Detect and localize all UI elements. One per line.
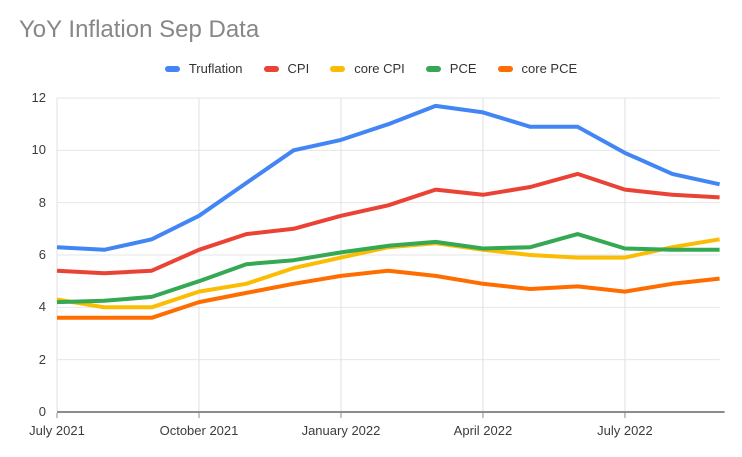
x-axis-label: April 2022 — [453, 423, 513, 438]
legend-label: core CPI — [354, 61, 405, 76]
y-axis-label: 8 — [38, 194, 46, 210]
series-line-core-PCE — [57, 268, 720, 320]
legend-item-CPI: CPI — [263, 61, 310, 76]
y-axis-label: 6 — [38, 247, 46, 262]
legend-label: Truflation — [188, 61, 243, 76]
legend-swatch-icon — [263, 65, 279, 72]
series-line-CPI — [56, 171, 720, 276]
legend-swatch-icon — [497, 65, 513, 72]
legend-swatch-icon — [425, 65, 441, 72]
y-axis-label: 10 — [31, 142, 46, 158]
legend: Truflation CPI core CPI PCE core PCE — [0, 61, 742, 76]
x-axis-label: January 2022 — [301, 423, 381, 438]
legend-label: PCE — [449, 61, 477, 76]
chart-title: YoY Inflation Sep Data — [19, 16, 260, 43]
y-axis-label: 12 — [31, 90, 46, 105]
legend-item-core-CPI: core CPI — [330, 61, 405, 76]
x-axis-label: July 2021 — [29, 423, 85, 438]
legend-item-Truflation: Truflation — [164, 61, 243, 76]
legend-label: CPI — [287, 61, 310, 76]
legend-swatch-icon — [164, 65, 180, 72]
y-axis-label: 4 — [38, 299, 46, 315]
series-line-Truflation — [56, 103, 721, 252]
y-axis-label: 0 — [38, 404, 46, 419]
x-axis-label: July 2022 — [597, 423, 653, 438]
legend-item-core-PCE: core PCE — [497, 61, 578, 76]
series-line-PCE — [56, 232, 720, 305]
legend-swatch-icon — [330, 65, 346, 72]
y-axis-label: 2 — [38, 351, 46, 367]
legend-label: core PCE — [521, 61, 578, 76]
legend-item-PCE: PCE — [425, 61, 477, 76]
x-axis-label: October 2021 — [159, 423, 239, 438]
